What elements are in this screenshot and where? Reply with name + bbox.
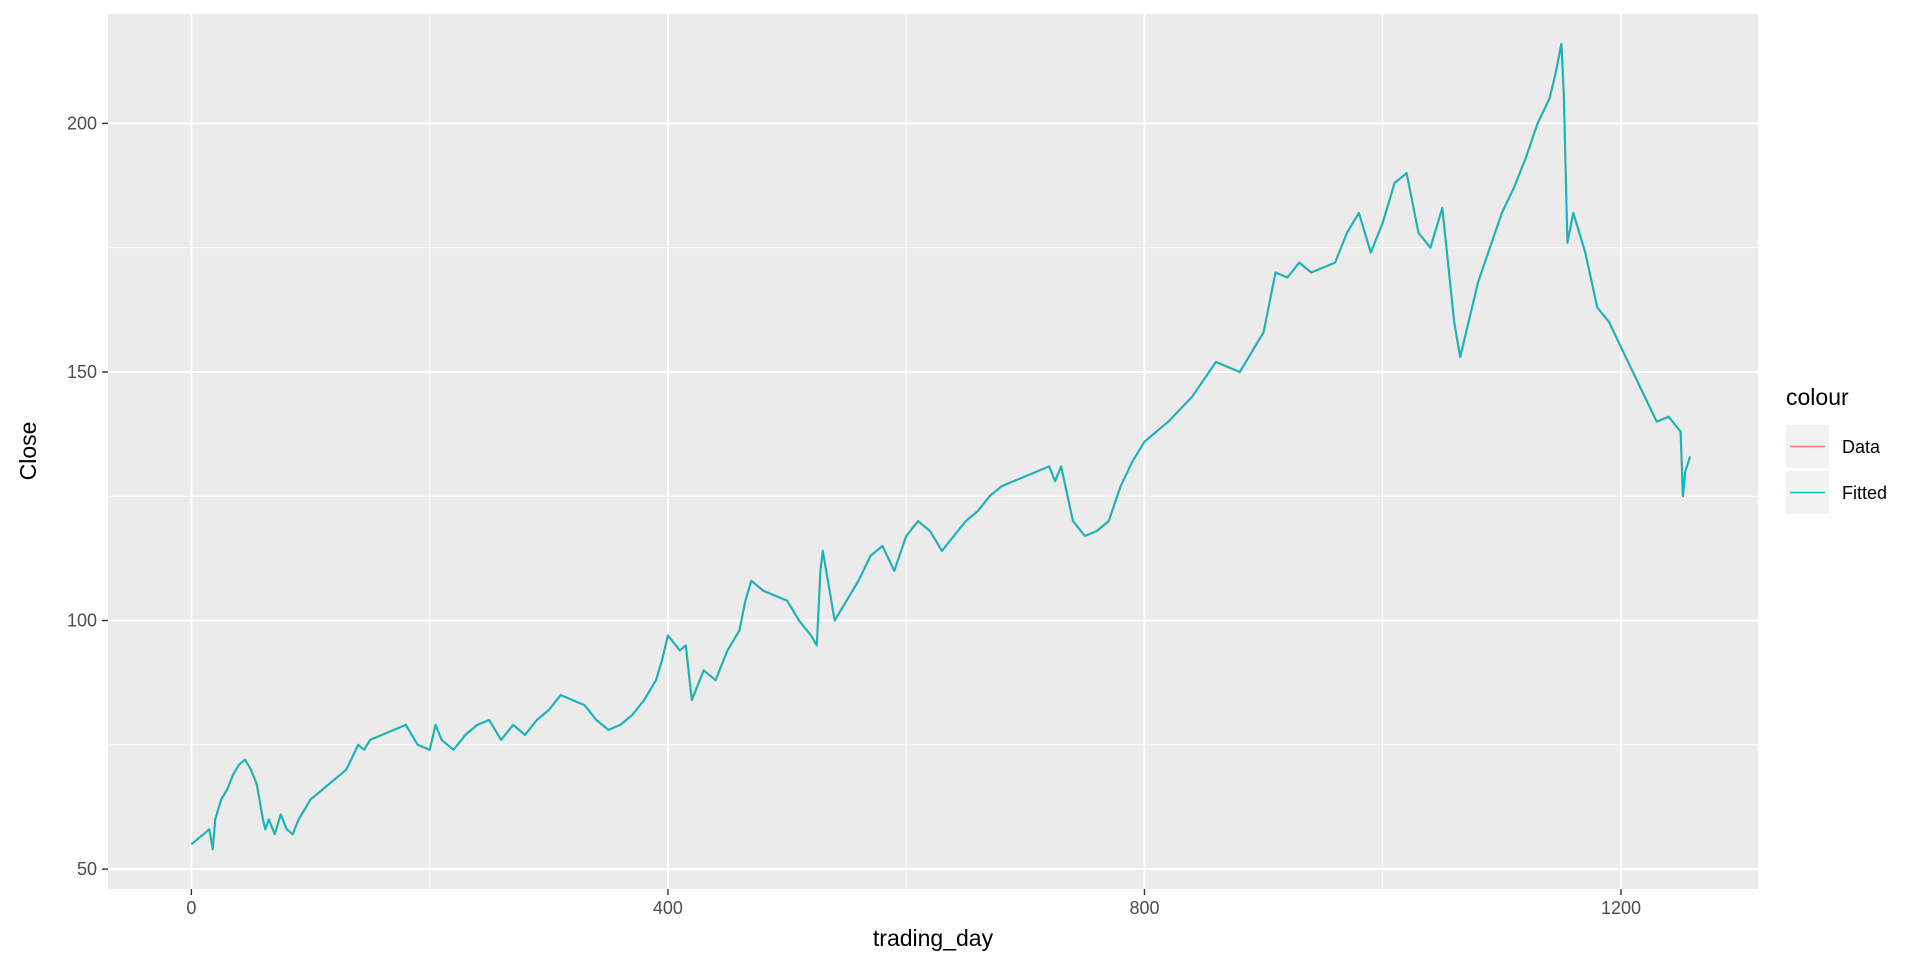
plot-panel xyxy=(108,14,1758,889)
series-line-fitted xyxy=(190,42,1692,851)
major-gridlines xyxy=(108,14,1758,889)
legend-label-data: Data xyxy=(1842,437,1881,457)
x-axis-title: trading_day xyxy=(873,925,994,951)
x-tick-label: 400 xyxy=(653,898,683,918)
y-tick-label: 200 xyxy=(67,113,97,133)
legend-label-fitted: Fitted xyxy=(1842,483,1887,503)
y-tick-label: 150 xyxy=(67,362,97,382)
x-tick-label: 1200 xyxy=(1601,898,1641,918)
legend-title: colour xyxy=(1786,384,1849,410)
y-tick-label: 100 xyxy=(67,611,97,631)
y-axis: 50 100 150 200 xyxy=(67,113,108,879)
x-tick-label: 800 xyxy=(1129,898,1159,918)
y-tick-label: 50 xyxy=(77,859,97,879)
minor-gridlines xyxy=(108,14,1758,889)
series-layer xyxy=(190,42,1692,851)
x-tick-label: 0 xyxy=(186,898,196,918)
x-axis: 0 400 800 1200 xyxy=(186,889,1641,918)
y-axis-title: Close xyxy=(15,422,41,481)
legend: colour Data Fitted xyxy=(1786,384,1887,514)
